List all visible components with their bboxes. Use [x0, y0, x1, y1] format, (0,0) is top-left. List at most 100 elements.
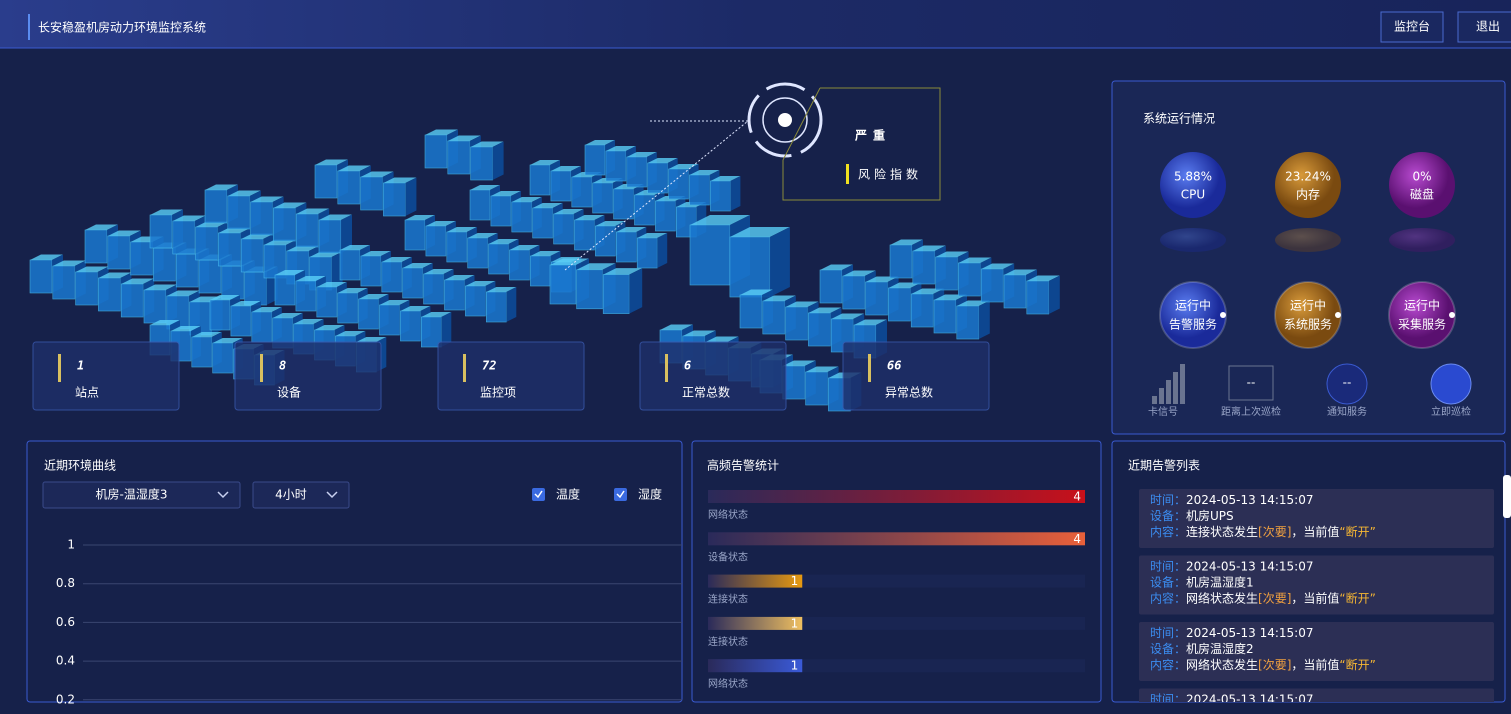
- checkbox[interactable]: [532, 488, 545, 501]
- bar-value: 1: [791, 574, 799, 588]
- rack-side: [629, 268, 643, 314]
- row-value: “断开”: [1339, 590, 1375, 605]
- select-arrow: [217, 491, 229, 499]
- service-dot: [1335, 312, 1341, 318]
- gauge-shadow: [1160, 228, 1226, 252]
- rack-front: [490, 195, 512, 227]
- alarm-bar: [708, 490, 1085, 503]
- rack-front: [423, 273, 444, 305]
- alarm-bar: [708, 532, 1085, 546]
- stat-accent: [868, 354, 871, 382]
- row-level: [次要]: [1258, 658, 1291, 672]
- rack-front: [337, 292, 359, 324]
- header-bar: [0, 0, 1511, 48]
- rack-front: [204, 189, 228, 224]
- rack-front: [218, 232, 241, 267]
- bar-value: 4: [1073, 490, 1081, 504]
- rack-front: [509, 249, 530, 281]
- tool-label: 距离上次巡检: [1221, 405, 1281, 418]
- rack-front: [175, 253, 199, 288]
- rack-front: [470, 146, 493, 181]
- risk-accent: [846, 164, 849, 184]
- header-button-label[interactable]: 退出: [1476, 20, 1500, 34]
- alarm-row: 设备：机房温湿度2: [1150, 641, 1254, 656]
- rack-front: [379, 304, 400, 336]
- alarm-bar: [708, 574, 803, 588]
- rack-front: [295, 280, 317, 312]
- row-level: [次要]: [1258, 525, 1291, 539]
- row-event: 连接状态发生: [1186, 524, 1258, 539]
- gauge: [1389, 152, 1455, 218]
- checkbox-tick: [534, 490, 543, 499]
- rack-front: [240, 238, 264, 273]
- page-title: 长安稳盈机房动力环境监控系统: [38, 20, 206, 35]
- rack-top: [490, 191, 521, 196]
- gauge-value: 5.88%: [1174, 170, 1212, 184]
- row-label: 内容：: [1150, 590, 1186, 605]
- row-sep: ，当前值: [1291, 657, 1339, 672]
- rack-front: [530, 255, 551, 287]
- alarm-row: 内容：连接状态发生[次要]，当前值“断开”: [1150, 524, 1376, 539]
- row-label: 设备：: [1150, 509, 1186, 523]
- select[interactable]: [252, 481, 350, 509]
- rack-front: [52, 265, 76, 300]
- alarm-row: 时间：2024-05-13 14:15:07: [1150, 626, 1313, 640]
- rack-front: [424, 134, 448, 169]
- tool-value: --: [1343, 376, 1352, 390]
- gauge: [1160, 152, 1226, 218]
- row-label: 时间：: [1150, 493, 1186, 507]
- rack-front: [383, 182, 406, 217]
- rack-front: [729, 236, 771, 298]
- checkbox-label[interactable]: 湿度: [638, 487, 662, 502]
- stat-label: 设备: [277, 386, 301, 400]
- rack-front: [447, 140, 471, 175]
- rack-front: [529, 164, 551, 196]
- service-name: 系统服务: [1284, 317, 1332, 332]
- risk-box: [782, 87, 941, 201]
- tool-label[interactable]: 立即巡检: [1431, 405, 1471, 418]
- rack-side: [341, 214, 352, 253]
- rack-side: [441, 312, 452, 347]
- rack-front: [172, 220, 196, 255]
- rack-top: [98, 272, 132, 278]
- rack-front: [933, 299, 957, 334]
- rack-front: [120, 283, 144, 318]
- header-button[interactable]: [1457, 11, 1511, 43]
- rack-front: [762, 300, 786, 335]
- rack-front: [251, 311, 273, 343]
- service: [1159, 281, 1227, 349]
- rack-front: [400, 310, 421, 342]
- header-button[interactable]: [1380, 11, 1444, 43]
- rack-front: [465, 285, 486, 317]
- rack-front: [842, 275, 866, 310]
- side-tab[interactable]: [1503, 475, 1511, 518]
- checkbox[interactable]: [614, 488, 627, 501]
- row-value: “断开”: [1339, 524, 1375, 539]
- select-value[interactable]: 4小时: [275, 488, 307, 502]
- stat-value: 6: [684, 359, 691, 373]
- alarm-row: 时间：2024-05-13 14:15:07: [1150, 493, 1313, 507]
- rack-front: [958, 262, 981, 297]
- header-button-label[interactable]: 监控台: [1394, 19, 1430, 34]
- row-time: 2024-05-13 14:15:07: [1186, 626, 1313, 640]
- stat-label: 异常总数: [885, 385, 933, 400]
- alarm-row: 设备：机房UPS: [1150, 508, 1234, 523]
- rack-front: [888, 287, 911, 322]
- rack-front: [808, 312, 831, 347]
- risk-leader: [564, 120, 750, 271]
- rack-front: [316, 286, 338, 318]
- alarm-row: 内容：网络状态发生[次要]，当前值“断开”: [1150, 590, 1376, 605]
- y-tick-label: 0.8: [56, 576, 75, 590]
- rack-front: [655, 200, 676, 232]
- signal-bar: [1166, 380, 1171, 404]
- select[interactable]: [42, 481, 241, 509]
- select-value[interactable]: 机房-温湿度3: [96, 487, 168, 502]
- checkbox-label[interactable]: 温度: [556, 487, 580, 502]
- rack-front: [805, 371, 828, 406]
- row-value: “断开”: [1339, 657, 1375, 672]
- rack-front: [84, 229, 108, 264]
- rack-front: [613, 188, 634, 220]
- rack-front: [1026, 280, 1050, 315]
- row-device: 机房温湿度2: [1186, 641, 1254, 656]
- rack-front: [404, 219, 426, 251]
